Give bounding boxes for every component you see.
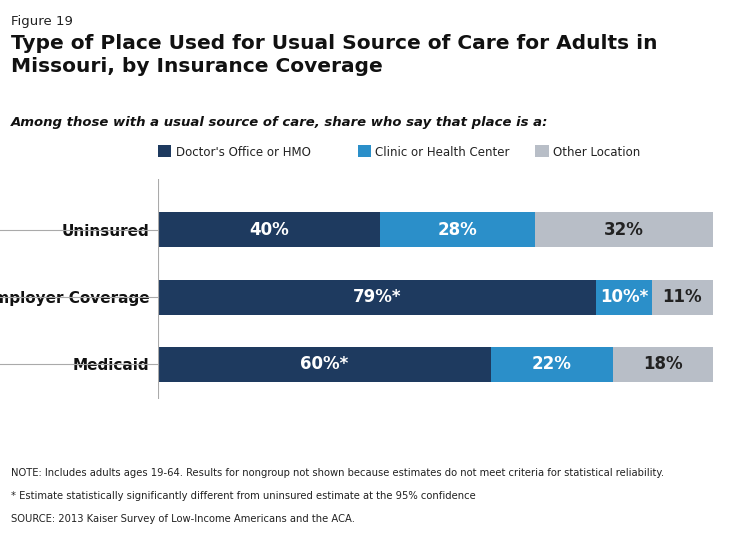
Text: FOUNDATION: FOUNDATION [654, 537, 712, 545]
Bar [535, 212, 713, 247]
Bar [158, 212, 380, 247]
Text: Doctor's Office or HMO: Doctor's Office or HMO [176, 146, 311, 159]
Text: 18%: 18% [643, 355, 683, 374]
Text: 10%*: 10%* [600, 288, 648, 306]
Text: FAMILY: FAMILY [657, 517, 709, 530]
Text: Type of Place Used for Usual Source of Care for Adults in
Missouri, by Insurance: Type of Place Used for Usual Source of C… [11, 34, 658, 76]
Text: Among those with a usual source of care, share who say that place is a:: Among those with a usual source of care,… [11, 116, 548, 129]
Bar [158, 279, 596, 315]
Text: * Estimate statistically significantly different from uninsured estimate at the : * Estimate statistically significantly d… [11, 491, 476, 501]
Text: 60%*: 60%* [301, 355, 348, 374]
Text: 11%: 11% [663, 288, 702, 306]
Bar [613, 347, 713, 382]
Text: SOURCE: 2013 Kaiser Survey of Low-Income Americans and the ACA.: SOURCE: 2013 Kaiser Survey of Low-Income… [11, 514, 355, 523]
Text: KAISER: KAISER [656, 498, 710, 511]
Text: Figure 19: Figure 19 [11, 15, 73, 29]
Text: THE HENRY J.: THE HENRY J. [664, 481, 703, 486]
Bar [158, 347, 491, 382]
Text: 28%: 28% [438, 220, 478, 239]
Bar [652, 279, 713, 315]
Bar [380, 212, 535, 247]
Bar [491, 347, 613, 382]
Text: 32%: 32% [604, 220, 644, 239]
Text: Clinic or Health Center: Clinic or Health Center [376, 146, 510, 159]
Bar [596, 279, 652, 315]
Text: NOTE: Includes adults ages 19-64. Results for nongroup not shown because estimat: NOTE: Includes adults ages 19-64. Result… [11, 468, 664, 478]
Text: 22%: 22% [532, 355, 572, 374]
Text: Other Location: Other Location [553, 146, 640, 159]
Text: 40%: 40% [249, 220, 289, 239]
Text: 79%*: 79%* [353, 288, 401, 306]
